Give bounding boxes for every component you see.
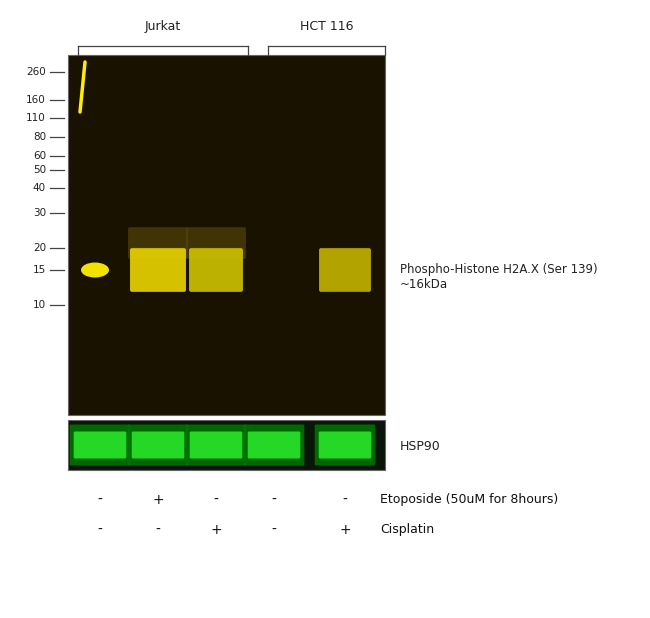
Text: -: - (272, 523, 276, 537)
Text: 50: 50 (33, 165, 46, 175)
Bar (68, 420, 385, 470)
Text: 260: 260 (26, 67, 46, 77)
Text: 15: 15 (32, 265, 46, 275)
Text: 160: 160 (26, 95, 46, 105)
FancyBboxPatch shape (319, 248, 371, 292)
Text: -: - (98, 523, 103, 537)
Text: -: - (343, 493, 348, 507)
Text: Cisplatin: Cisplatin (380, 523, 434, 536)
FancyBboxPatch shape (315, 425, 375, 465)
FancyBboxPatch shape (244, 425, 304, 465)
Text: 60: 60 (33, 151, 46, 161)
Text: HSP90: HSP90 (400, 441, 441, 454)
FancyBboxPatch shape (318, 431, 371, 459)
Text: 20: 20 (33, 243, 46, 253)
FancyBboxPatch shape (189, 248, 243, 292)
Text: 110: 110 (26, 113, 46, 123)
FancyBboxPatch shape (73, 431, 126, 459)
Text: -: - (272, 493, 276, 507)
FancyBboxPatch shape (190, 431, 242, 459)
Ellipse shape (81, 263, 109, 277)
Text: HCT 116: HCT 116 (300, 20, 353, 33)
Text: 40: 40 (33, 183, 46, 193)
FancyBboxPatch shape (128, 227, 188, 259)
Text: +: + (339, 523, 351, 537)
Text: Etoposide (50uM for 8hours): Etoposide (50uM for 8hours) (380, 494, 558, 507)
FancyBboxPatch shape (186, 227, 246, 259)
Text: 80: 80 (33, 132, 46, 142)
Text: +: + (152, 493, 164, 507)
Text: 30: 30 (33, 208, 46, 218)
Text: -: - (214, 493, 218, 507)
Text: -: - (98, 493, 103, 507)
FancyBboxPatch shape (127, 425, 188, 465)
FancyBboxPatch shape (130, 248, 186, 292)
Bar (68, 55, 385, 415)
FancyBboxPatch shape (186, 425, 246, 465)
Text: Phospho-Histone H2A.X (Ser 139): Phospho-Histone H2A.X (Ser 139) (400, 263, 597, 276)
Text: Jurkat: Jurkat (145, 20, 181, 33)
FancyBboxPatch shape (248, 431, 300, 459)
FancyBboxPatch shape (132, 431, 185, 459)
Text: -: - (155, 523, 161, 537)
FancyBboxPatch shape (70, 425, 130, 465)
Text: 10: 10 (33, 300, 46, 310)
Text: ~16kDa: ~16kDa (400, 279, 448, 292)
Text: +: + (210, 523, 222, 537)
